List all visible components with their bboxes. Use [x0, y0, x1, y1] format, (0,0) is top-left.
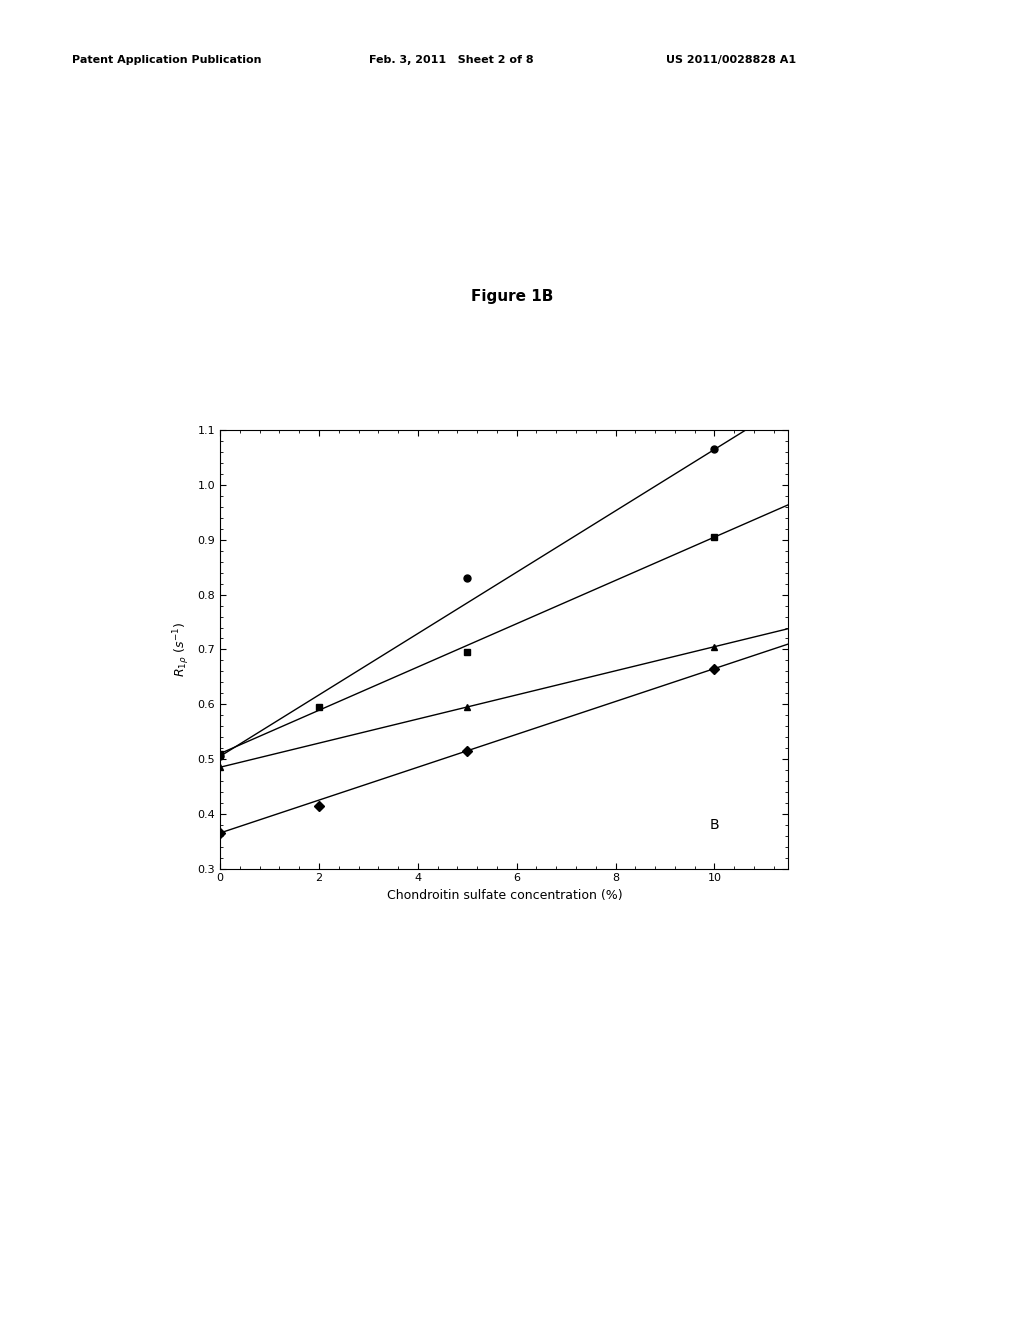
- Text: Figure 1B: Figure 1B: [471, 289, 553, 305]
- Text: Patent Application Publication: Patent Application Publication: [72, 55, 261, 66]
- X-axis label: Chondroitin sulfate concentration (%): Chondroitin sulfate concentration (%): [386, 888, 623, 902]
- Y-axis label: $R_{1\rho}\ (s^{-1})$: $R_{1\rho}\ (s^{-1})$: [171, 622, 191, 677]
- Text: Feb. 3, 2011   Sheet 2 of 8: Feb. 3, 2011 Sheet 2 of 8: [369, 55, 534, 66]
- Text: US 2011/0028828 A1: US 2011/0028828 A1: [666, 55, 796, 66]
- Text: B: B: [710, 817, 720, 832]
